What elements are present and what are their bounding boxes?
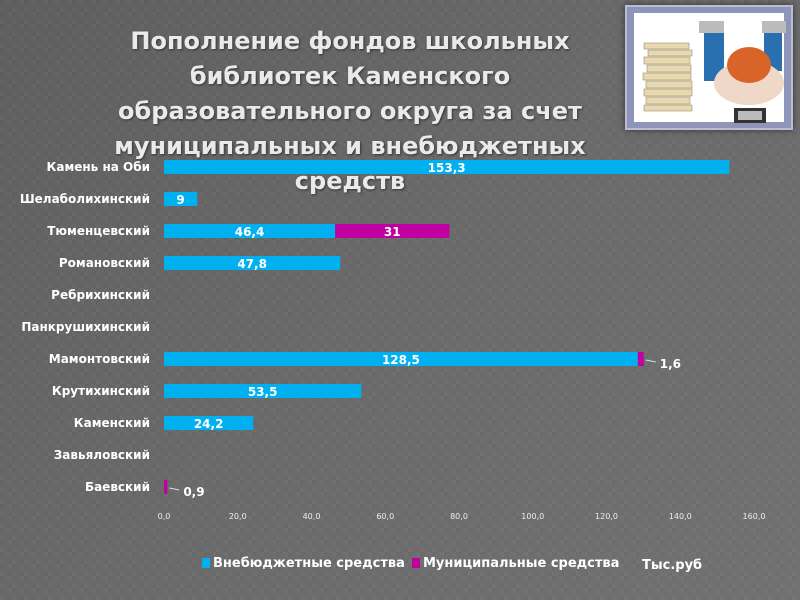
bar-extra — [164, 416, 254, 430]
data-label: 47,8 — [237, 257, 267, 271]
slide-title: Пополнение фондов школьных библиотек Кам… — [114, 27, 586, 195]
category-label: Романовский — [59, 256, 150, 270]
bar-extra — [164, 256, 341, 270]
x-tick-label: 160,0 — [743, 512, 766, 521]
bar-extra — [164, 224, 336, 238]
x-tick-label: 80,0 — [450, 512, 468, 521]
category-label: Завьяловский — [54, 448, 150, 462]
data-label: 9 — [176, 193, 184, 207]
bar-extra — [164, 384, 362, 398]
category-label: Крутихинский — [52, 384, 150, 398]
bar-municipal — [335, 224, 450, 238]
data-label: 1,6 — [660, 357, 681, 371]
legend-label: Муниципальные средства — [423, 556, 620, 571]
x-tick-label: 20,0 — [229, 512, 247, 521]
data-label: 46,4 — [235, 225, 265, 239]
bar-municipal — [164, 480, 168, 494]
books-girl-illustration — [642, 21, 786, 123]
x-tick-label: 120,0 — [595, 512, 618, 521]
category-label: Ребрихинский — [51, 288, 150, 302]
leader-line — [645, 359, 656, 363]
unit-label: Тыс.руб — [642, 558, 703, 573]
bar-municipal — [637, 352, 644, 366]
photo-frame — [625, 5, 793, 130]
data-label: 24,2 — [194, 417, 224, 431]
category-label: Панкрушихинский — [21, 320, 150, 334]
data-label: 153,3 — [428, 161, 466, 175]
x-tick-label: 140,0 — [669, 512, 692, 521]
legend-label: Внебюджетные средства — [213, 556, 405, 571]
category-label: Шелаболихинский — [20, 192, 150, 206]
bar-extra — [164, 192, 198, 206]
category-label: Каменский — [74, 416, 150, 430]
bar-extra — [164, 160, 730, 174]
x-tick-label: 0,0 — [158, 512, 171, 521]
data-label: 53,5 — [248, 385, 278, 399]
category-label: Тюменцевский — [47, 224, 150, 238]
category-label: Мамонтовский — [49, 352, 150, 366]
x-tick-label: 100,0 — [521, 512, 544, 521]
category-label: Баевский — [85, 480, 150, 494]
data-label: 128,5 — [382, 353, 420, 367]
legend-swatch-extra — [202, 558, 210, 568]
x-tick-label: 40,0 — [303, 512, 321, 521]
data-label: 0,9 — [183, 485, 204, 499]
leader-line — [169, 487, 180, 491]
photo-image — [634, 13, 786, 123]
data-label: 31 — [384, 225, 401, 239]
category-label: Камень на Оби — [47, 160, 150, 174]
legend-swatch-municipal — [412, 558, 420, 568]
legend-item-municipal: Муниципальные средства — [412, 556, 619, 571]
x-tick-label: 60,0 — [376, 512, 394, 521]
legend-item-extra: Внебюджетные средства — [202, 556, 405, 571]
bar-extra — [164, 352, 638, 366]
